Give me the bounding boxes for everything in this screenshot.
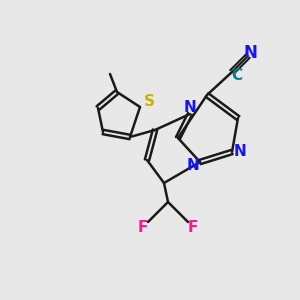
Text: F: F (138, 220, 148, 235)
Text: N: N (187, 158, 200, 173)
Text: N: N (243, 44, 257, 62)
Text: S: S (143, 94, 155, 110)
Text: N: N (184, 100, 196, 115)
Text: N: N (234, 145, 246, 160)
Text: C: C (231, 68, 243, 82)
Text: F: F (188, 220, 198, 235)
